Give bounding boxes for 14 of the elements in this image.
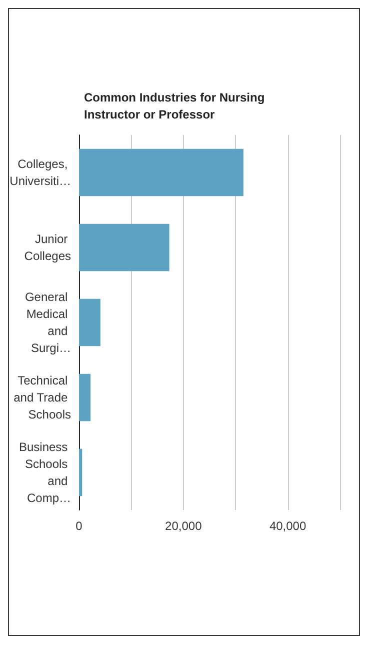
- bar: [79, 298, 100, 346]
- x-tick-label: 40,000: [269, 519, 306, 533]
- x-tick-label: 20,000: [165, 519, 202, 533]
- chart-title: Common Industries for Nursing Instructor or Professor: [84, 90, 268, 122]
- y-tick-label: Colleges, Universiti…: [10, 157, 71, 188]
- x-tick-label: 0: [76, 519, 83, 533]
- bar: [79, 448, 82, 496]
- y-tick-label: Junior Colleges: [24, 232, 71, 263]
- y-tick-label: Business Schools and Comp…: [18, 440, 71, 505]
- bar: [79, 148, 244, 196]
- y-tick-label: Technical and Trade Schools: [14, 374, 71, 422]
- bar: [79, 224, 170, 272]
- bar: [79, 374, 90, 422]
- y-tick-label: General Medical and Surgi…: [24, 290, 71, 355]
